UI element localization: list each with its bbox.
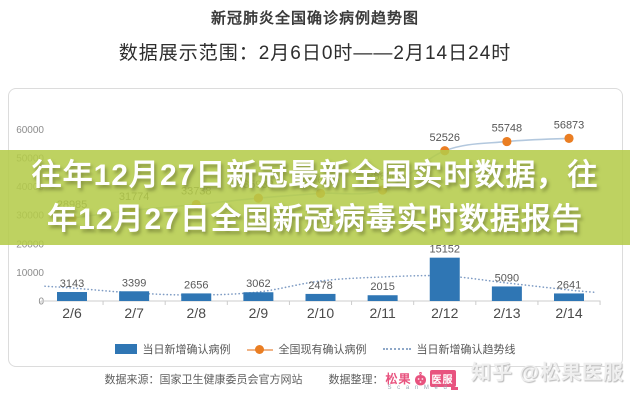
pinecone-logo-icon bbox=[414, 371, 426, 385]
line-dot-swatch-icon bbox=[246, 344, 273, 354]
x-category-label: 2/12 bbox=[431, 305, 458, 321]
bar-value-label: 2641 bbox=[557, 279, 581, 291]
headline-overlay: 往年12月27日新冠最新全国实时数据，往 年12月27日全国新冠病毒实时数据报告 bbox=[0, 150, 630, 245]
data-point-dot bbox=[502, 136, 512, 147]
headline-line-2: 年12月27日全国新冠病毒实时数据报告 bbox=[47, 202, 583, 236]
bar-value-label: 3399 bbox=[122, 277, 146, 289]
bar-value-label: 3062 bbox=[246, 278, 270, 290]
point-value-label: 56873 bbox=[554, 119, 585, 131]
chart-legend: 当日新增确认病例 全国现有确认病例 当日新增确认趋势线 bbox=[0, 341, 630, 357]
x-category-label: 2/13 bbox=[493, 305, 520, 321]
legend-label: 当日新增确认趋势线 bbox=[416, 344, 516, 356]
bar bbox=[243, 292, 274, 301]
bar-value-label: 5090 bbox=[495, 272, 519, 284]
brand-subtext-dash bbox=[450, 386, 458, 390]
dotted-line-swatch-icon bbox=[382, 348, 411, 350]
zhihu-watermark: 知乎 @松果医服 bbox=[470, 362, 624, 384]
bar bbox=[429, 257, 460, 301]
bar-value-label: 3143 bbox=[60, 278, 84, 290]
data-range-subtitle: 数据展示范围：2月6日0时——2月14日24时 bbox=[118, 43, 512, 64]
legend-item-trendline: 当日新增确认趋势线 bbox=[382, 341, 516, 357]
data-source-text: 数据来源：国家卫生健康委员会官方网站 bbox=[104, 373, 303, 386]
y-tick-label: 10000 bbox=[16, 268, 44, 279]
x-category-label: 2/6 bbox=[62, 305, 82, 321]
bar bbox=[367, 295, 398, 301]
brand-subtext: S c a n M e d bbox=[387, 385, 458, 391]
bar-swatch-icon bbox=[114, 344, 137, 354]
legend-item-new-cases: 当日新增确认病例 bbox=[114, 341, 231, 357]
bar-value-label: 2478 bbox=[308, 280, 332, 292]
page-title: 新冠肺炎全国确诊病例趋势图 bbox=[210, 10, 419, 27]
bar-value-label: 2656 bbox=[184, 279, 208, 291]
x-category-label: 2/7 bbox=[124, 305, 144, 321]
bar bbox=[57, 292, 87, 301]
bar bbox=[119, 291, 150, 301]
x-category-label: 2/8 bbox=[187, 305, 207, 321]
legend-item-existing-cases: 全国现有确认病例 bbox=[246, 341, 367, 357]
point-value-label: 55748 bbox=[492, 123, 523, 135]
x-category-label: 2/11 bbox=[370, 305, 396, 321]
point-value-label: 52526 bbox=[429, 132, 460, 144]
y-tick-label: 60000 bbox=[16, 125, 44, 136]
bar bbox=[491, 286, 522, 301]
brand-name-left: 松果 bbox=[385, 372, 412, 386]
brand-logo: 松果 医服 S c a n M e d bbox=[385, 370, 458, 391]
data-point-dot bbox=[564, 133, 574, 143]
bar bbox=[181, 293, 212, 301]
bar-value-label: 15152 bbox=[429, 244, 460, 256]
x-category-label: 2/10 bbox=[307, 305, 334, 321]
bar bbox=[305, 293, 336, 301]
legend-label: 当日新增确认病例 bbox=[142, 344, 231, 356]
footer: 数据来源：国家卫生健康委员会官方网站 数据整理： 松果 医服 S c a n M… bbox=[0, 370, 560, 391]
bar-value-label: 2015 bbox=[370, 281, 394, 293]
headline-line-1: 往年12月27日新冠最新全国实时数据，往 bbox=[31, 158, 599, 192]
x-category-label: 2/14 bbox=[555, 305, 582, 321]
brand-name-right: 医服 bbox=[429, 370, 456, 387]
bar bbox=[554, 293, 584, 301]
trend-line bbox=[44, 274, 597, 296]
prepared-by-label: 数据整理： bbox=[328, 373, 384, 386]
legend-label: 全国现有确认病例 bbox=[278, 344, 367, 356]
x-category-label: 2/9 bbox=[249, 305, 269, 321]
